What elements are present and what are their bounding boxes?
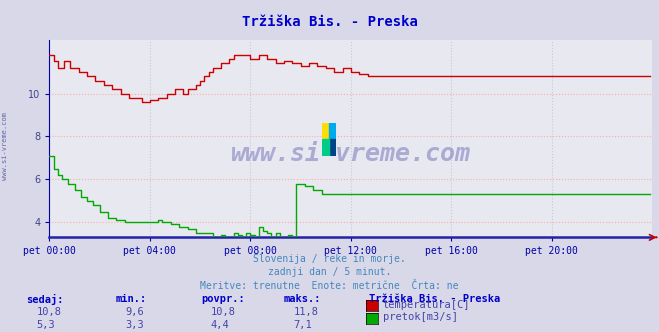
Text: Slovenija / reke in morje.: Slovenija / reke in morje. xyxy=(253,254,406,264)
Text: zadnji dan / 5 minut.: zadnji dan / 5 minut. xyxy=(268,267,391,277)
Bar xyxy=(329,139,336,156)
Text: 5,3: 5,3 xyxy=(36,320,55,330)
Text: temperatura[C]: temperatura[C] xyxy=(383,300,471,310)
Text: 4,4: 4,4 xyxy=(211,320,229,330)
Text: Tržiška Bis. - Preska: Tržiška Bis. - Preska xyxy=(369,294,500,304)
Text: www.si-vreme.com: www.si-vreme.com xyxy=(231,142,471,166)
Text: 10,8: 10,8 xyxy=(211,307,236,317)
Text: Meritve: trenutne  Enote: metrične  Črta: ne: Meritve: trenutne Enote: metrične Črta: … xyxy=(200,281,459,290)
Text: sedaj:: sedaj: xyxy=(26,294,64,305)
Text: min.:: min.: xyxy=(115,294,146,304)
Text: 11,8: 11,8 xyxy=(293,307,318,317)
Text: 3,3: 3,3 xyxy=(125,320,144,330)
Text: Tržiška Bis. - Preska: Tržiška Bis. - Preska xyxy=(242,15,417,29)
Bar xyxy=(329,123,336,139)
Text: maks.:: maks.: xyxy=(283,294,321,304)
Text: www.si-vreme.com: www.si-vreme.com xyxy=(2,112,9,180)
Bar xyxy=(322,139,329,156)
Text: povpr.:: povpr.: xyxy=(201,294,244,304)
Text: 7,1: 7,1 xyxy=(293,320,312,330)
Bar xyxy=(322,123,329,139)
Text: 10,8: 10,8 xyxy=(36,307,61,317)
Text: 9,6: 9,6 xyxy=(125,307,144,317)
Text: pretok[m3/s]: pretok[m3/s] xyxy=(383,312,458,322)
